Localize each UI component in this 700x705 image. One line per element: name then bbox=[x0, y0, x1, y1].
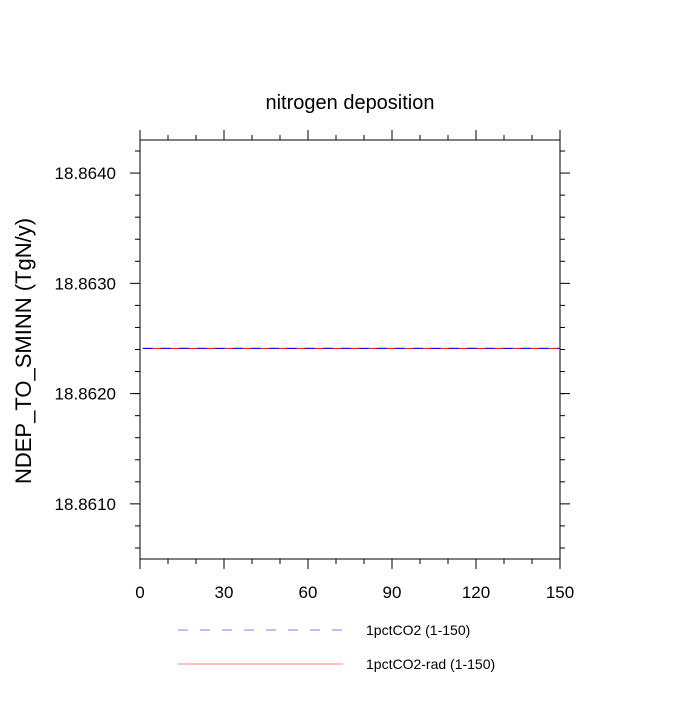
x-tick-label: 150 bbox=[546, 583, 574, 602]
x-tick-label: 30 bbox=[215, 583, 234, 602]
axis-ticks: 0 30 60 90 120 150 18.8610 18.8620 18.8630 18.864… bbox=[55, 130, 574, 602]
y-tick-label: 18.8620 bbox=[55, 385, 116, 404]
plot-frame bbox=[139, 139, 561, 560]
y-tick-label: 18.8630 bbox=[55, 274, 116, 293]
x-tick-label: 120 bbox=[462, 583, 490, 602]
legend: 1pctCO2 (1-150) 1pctCO2-rad (1-150) bbox=[178, 622, 495, 672]
legend-label: 1pctCO2 (1-150) bbox=[366, 622, 470, 638]
y-tick-label: 18.8640 bbox=[55, 164, 116, 183]
x-tick-label: 0 bbox=[135, 583, 144, 602]
chart-title: nitrogen deposition bbox=[265, 92, 434, 114]
y-axis-label: NDEP_TO_SMINN (TgN/y) bbox=[11, 218, 36, 484]
legend-label: 1pctCO2-rad (1-150) bbox=[366, 656, 495, 672]
x-tick-label: 90 bbox=[383, 583, 402, 602]
x-tick-label: 60 bbox=[299, 583, 318, 602]
y-tick-label: 18.8610 bbox=[55, 495, 116, 514]
